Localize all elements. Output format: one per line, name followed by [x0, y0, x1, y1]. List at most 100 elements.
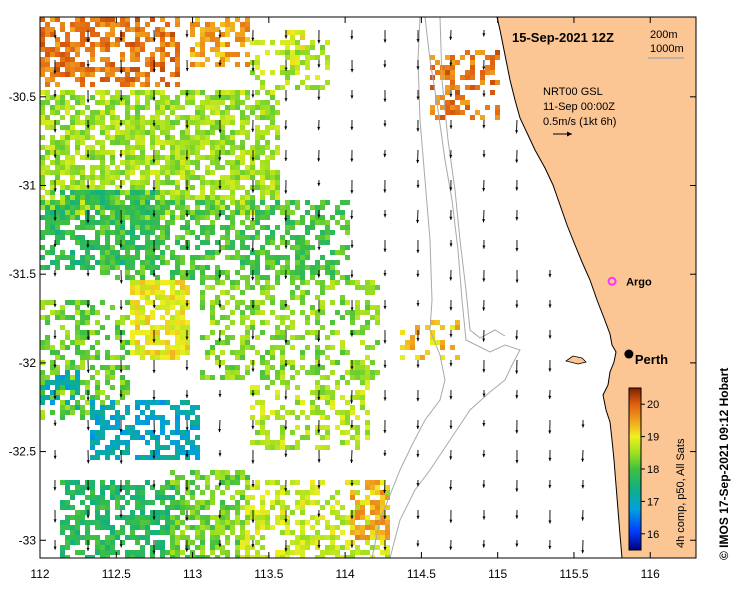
sst-pixel [385, 545, 390, 550]
sst-pixel [45, 170, 50, 175]
sst-pixel [80, 510, 85, 515]
sst-pixel [240, 32, 245, 37]
sst-pixel [55, 37, 60, 42]
sst-pixel [45, 77, 50, 82]
sst-pixel [115, 67, 120, 72]
current-arrow [53, 29, 57, 39]
current-arrow [350, 479, 354, 487]
current-arrow [515, 209, 519, 221]
sst-pixel [355, 435, 360, 440]
sst-pixel [200, 135, 205, 140]
sst-pixel [105, 445, 110, 450]
sst-pixel [175, 340, 180, 345]
sst-pixel [210, 500, 215, 505]
rottnest-island [565, 355, 587, 365]
sst-pixel [280, 240, 285, 245]
current-arrow [185, 419, 189, 431]
sst-pixel [165, 350, 170, 355]
sst-pixel [145, 215, 150, 220]
sst-pixel [400, 330, 405, 335]
sst-pixel [150, 215, 155, 220]
sst-pixel [340, 545, 345, 550]
sst-pixel [215, 165, 220, 170]
current-arrow [350, 449, 354, 463]
sst-pixel [240, 545, 245, 550]
sst-pixel [175, 490, 180, 495]
sst-pixel [190, 195, 195, 200]
sst-pixel [305, 85, 310, 90]
sst-pixel [100, 145, 105, 150]
sst-pixel [45, 67, 50, 72]
sst-pixel [310, 220, 315, 225]
sst-pixel [185, 180, 190, 185]
sst-pixel [145, 420, 150, 425]
sst-pixel [85, 130, 90, 135]
sst-pixel [135, 270, 140, 275]
sst-pixel [85, 400, 90, 405]
sst-pixel [185, 340, 190, 345]
sst-pixel [230, 210, 235, 215]
sst-pixel [90, 170, 95, 175]
sst-pixel [150, 155, 155, 160]
sst-pixel [325, 415, 330, 420]
sst-pixel [290, 30, 295, 35]
sst-pixel [125, 140, 130, 145]
sst-pixel [180, 165, 185, 170]
sst-pixel [170, 170, 175, 175]
sst-pixel [430, 55, 435, 60]
sst-pixel [355, 535, 360, 540]
sst-pixel [160, 215, 165, 220]
current-arrow [152, 539, 156, 554]
sst-pixel [400, 345, 405, 350]
sst-pixel [245, 370, 250, 375]
sst-pixel [100, 555, 105, 558]
sst-pixel [150, 530, 155, 535]
sst-pixel [60, 215, 65, 220]
sst-pixel [340, 515, 345, 520]
sst-pixel [315, 535, 320, 540]
sst-pixel [235, 515, 240, 520]
sst-pixel [170, 325, 175, 330]
current-arrow [152, 419, 156, 434]
sst-pixel [85, 145, 90, 150]
sst-pixel [140, 140, 145, 145]
sst-pixel [195, 200, 200, 205]
sst-pixel [40, 170, 45, 175]
sst-pixel [300, 365, 305, 370]
sst-pixel [225, 340, 230, 345]
sst-pixel [330, 535, 335, 540]
sst-pixel [130, 265, 135, 270]
sst-pixel [105, 405, 110, 410]
sst-pixel [100, 185, 105, 190]
current-arrow [53, 209, 57, 221]
sst-pixel [180, 285, 185, 290]
sst-pixel [95, 150, 100, 155]
sst-pixel [80, 415, 85, 420]
sst-pixel [240, 525, 245, 530]
sst-pixel [315, 360, 320, 365]
scale-arrow [553, 131, 572, 137]
sst-pixel [90, 415, 95, 420]
sst-pixel [195, 530, 200, 535]
sst-pixel [340, 430, 345, 435]
sst-pixel [385, 515, 390, 520]
sst-pixel [95, 500, 100, 505]
sst-pixel [130, 135, 135, 140]
sst-pixel [105, 245, 110, 250]
sst-pixel [285, 505, 290, 510]
sst-pixel [370, 520, 375, 525]
sst-pixel [50, 17, 55, 22]
sst-pixel [105, 32, 110, 37]
sst-pixel [95, 535, 100, 540]
sst-pixel [330, 540, 335, 545]
sst-pixel [350, 310, 355, 315]
sst-pixel [220, 550, 225, 555]
current-arrow [152, 59, 156, 73]
sst-pixel [310, 535, 315, 540]
sst-pixel [125, 515, 130, 520]
sst-pixel [150, 415, 155, 420]
sst-pixel [280, 270, 285, 275]
sst-pixel [80, 175, 85, 180]
sst-pixel [165, 120, 170, 125]
sst-pixel [245, 200, 250, 205]
